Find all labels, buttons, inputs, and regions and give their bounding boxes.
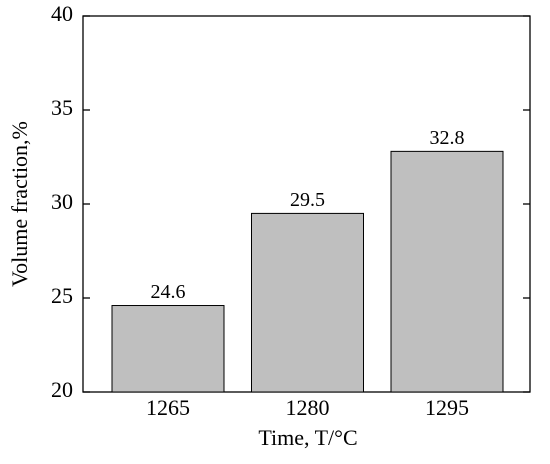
y-tick-label: 20 [51,377,73,402]
data-label: 24.6 [151,281,186,303]
y-axis-label: Volume fraction,% [7,121,32,287]
bar [390,150,504,393]
bar [111,305,225,393]
x-tick-label: 1265 [146,395,190,420]
y-tick-label: 30 [51,189,73,214]
y-tick-label: 40 [51,1,73,26]
x-tick-label: 1295 [425,395,469,420]
bar [251,212,364,393]
y-tick-label: 35 [51,95,73,120]
y-tick-label: 25 [51,283,73,308]
x-axis-label: Time, T/°C [258,425,357,450]
data-label: 32.8 [430,127,465,149]
data-label: 29.5 [290,189,325,211]
x-tick-label: 1280 [286,395,330,420]
